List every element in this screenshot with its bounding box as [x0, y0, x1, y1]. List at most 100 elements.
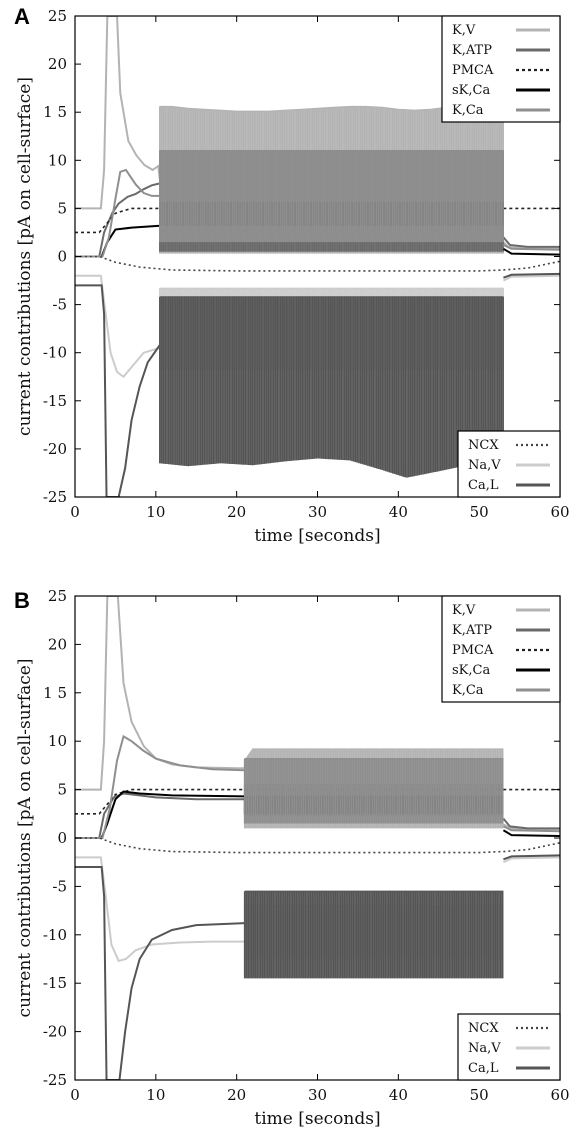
series-tail	[502, 244, 560, 251]
y-tick-label: -15	[43, 974, 67, 992]
x-tick-label: 60	[550, 503, 569, 521]
series-envelope	[244, 748, 504, 761]
series-ca-l	[75, 272, 560, 497]
panel-letter-b: B	[14, 588, 30, 613]
y-tick-label: 10	[48, 151, 67, 169]
y-axis-label: current contributions [pA on cell-surfac…	[15, 659, 35, 1018]
y-tick-label: -15	[43, 392, 67, 410]
legend-entry-label: K,ATP	[452, 43, 492, 58]
legend-entry-label: K,Ca	[452, 683, 484, 698]
x-tick-label: 60	[550, 1086, 569, 1104]
legend-top-right: K,V K,ATP PMCA sK,Ca K,Ca	[441, 15, 561, 123]
legend-entry-label: PMCA	[452, 63, 494, 78]
x-tick-label: 0	[70, 503, 80, 521]
y-tick-label: 5	[57, 781, 67, 799]
series-tail	[502, 247, 560, 256]
y-tick-label: 0	[57, 829, 67, 847]
series-tail	[502, 856, 560, 864]
series-tail	[502, 829, 560, 838]
y-tick-label: 5	[57, 199, 67, 217]
series-tail	[502, 825, 560, 833]
x-tick-label: 30	[308, 503, 327, 521]
series-oscillation	[243, 758, 504, 824]
legend-entry-label: Ca,L	[468, 1061, 499, 1076]
legend-entry-label: NCX	[468, 438, 499, 453]
x-tick-label: 10	[146, 503, 165, 521]
y-tick-label: 1 5	[43, 103, 67, 121]
series-line	[75, 255, 560, 272]
series-ncx	[75, 255, 560, 272]
x-tick-label: 10	[146, 1086, 165, 1104]
series-line	[75, 837, 560, 854]
legend-entry-label: K,Ca	[452, 103, 484, 118]
series-k-ca	[75, 734, 560, 839]
legend-entry-label: K,ATP	[452, 623, 492, 638]
y-tick-label: -5	[52, 296, 67, 314]
x-tick-label: 20	[227, 1086, 246, 1104]
y-tick-label: -5	[52, 877, 67, 895]
legend-entry-label: K,V	[452, 603, 476, 618]
series-line	[75, 856, 245, 963]
x-tick-label: 0	[70, 1086, 80, 1104]
series-line	[75, 182, 161, 258]
legend-entry-label: Ca,L	[468, 478, 499, 493]
legend-entry-label: sK,Ca	[452, 663, 490, 678]
x-axis-label: time [seconds]	[254, 526, 380, 546]
series-line	[75, 284, 161, 497]
series-tail	[502, 274, 560, 282]
y-tick-label: 10	[48, 732, 67, 750]
x-tick-label: 20	[227, 503, 246, 521]
y-tick-label: -10	[43, 926, 67, 944]
x-tick-label: 40	[389, 503, 408, 521]
y-tick-label: -20	[43, 440, 67, 458]
series-ca-l	[75, 854, 560, 1080]
legend-bottom-right: NCX Na,V Ca,L	[457, 1013, 561, 1081]
y-tick-label: -25	[43, 488, 67, 506]
legend-bottom-right: NCX Na,V Ca,L	[457, 430, 561, 498]
panel-letter-a: A	[14, 4, 30, 29]
series-ncx	[75, 837, 560, 854]
series-line	[75, 16, 161, 210]
series-oscillation	[159, 150, 504, 243]
x-axis-label: time [seconds]	[254, 1109, 380, 1129]
series-envelope	[159, 105, 504, 112]
plot-area	[75, 16, 560, 497]
y-tick-label: 20	[48, 55, 67, 73]
series-tail	[502, 817, 560, 830]
legend-entry-label: Na,V	[468, 1041, 501, 1056]
x-tick-label: 30	[308, 1086, 327, 1104]
y-tick-label: 20	[48, 635, 67, 653]
series-line	[75, 734, 245, 839]
series-tail	[502, 236, 560, 248]
series-oscillation	[159, 296, 504, 478]
plot-area	[75, 596, 560, 1080]
series-line	[75, 866, 245, 1080]
y-tick-label: -25	[43, 1071, 67, 1089]
series-oscillation	[243, 891, 504, 979]
y-tick-label: 1 5	[43, 684, 67, 702]
series-k-ca	[75, 150, 560, 258]
series-line	[75, 792, 245, 839]
series-line	[75, 168, 160, 258]
series-tail	[503, 854, 560, 861]
legend-entry-label: sK,Ca	[452, 83, 490, 98]
x-tick-label: 50	[470, 503, 489, 521]
legend-entry-label: NCX	[468, 1021, 499, 1036]
legend-entry-label: PMCA	[452, 643, 494, 658]
y-tick-label: 25	[48, 587, 67, 605]
y-axis-label: current contributions [pA on cell-surfac…	[15, 77, 35, 436]
y-tick-label: -20	[43, 1023, 67, 1041]
legend-top-right: K,V K,ATP PMCA sK,Ca K,Ca	[441, 595, 561, 703]
series-line	[75, 224, 160, 258]
y-tick-label: 25	[48, 7, 67, 25]
y-tick-label: -10	[43, 344, 67, 362]
legend-entry-label: Na,V	[468, 458, 501, 473]
x-tick-label: 50	[470, 1086, 489, 1104]
series-tail	[503, 272, 560, 279]
legend-entry-label: K,V	[452, 23, 476, 38]
x-tick-label: 40	[389, 1086, 408, 1104]
y-tick-label: 0	[57, 248, 67, 266]
